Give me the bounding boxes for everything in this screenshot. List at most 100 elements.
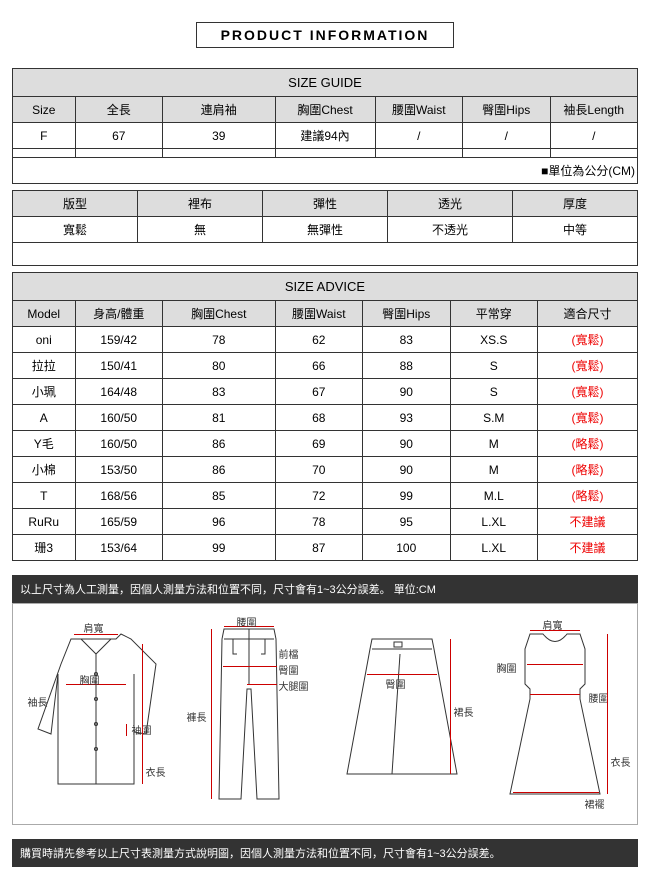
lbl-plength: 褲長	[187, 709, 207, 724]
cell: 83	[163, 379, 276, 405]
cell: 159/42	[75, 327, 163, 353]
lbl-thigh: 大腿圍	[279, 678, 309, 693]
cell	[163, 149, 276, 158]
lbl-dlength: 衣長	[611, 754, 631, 769]
shirt-diagram: 肩寬 胸圍 袖長 袖圍 衣長	[26, 614, 166, 814]
col-header: 連肩袖	[163, 97, 276, 123]
cell: S	[450, 379, 538, 405]
cell: 80	[163, 353, 276, 379]
cell: 88	[363, 353, 451, 379]
lbl-dshoulder: 肩寬	[543, 617, 563, 632]
col-header: 版型	[13, 191, 138, 217]
page-title-wrap: PRODUCT INFORMATION	[12, 12, 638, 68]
cell: F	[13, 123, 76, 149]
cell: 67	[275, 379, 363, 405]
cell: 珊3	[13, 535, 76, 561]
cell: 70	[275, 457, 363, 483]
cell: 85	[163, 483, 276, 509]
lbl-dwaist: 腰圍	[589, 690, 609, 705]
measurement-diagrams: 肩寬 胸圍 袖長 袖圍 衣長 腰圍 前檔 臀圍 大腿圍 褲長 臀圍 裙長 肩寬 …	[12, 603, 638, 825]
cell: (略鬆)	[538, 483, 638, 509]
cell: /	[375, 123, 463, 149]
props-table: 版型裡布彈性透光厚度 寬鬆無無彈性不透光中等	[12, 190, 638, 266]
skirt-diagram: 臀圍 裙長	[332, 614, 472, 814]
cell: 不建議	[538, 535, 638, 561]
size-guide-header: SIZE GUIDE	[13, 69, 638, 97]
cell: 87	[275, 535, 363, 561]
cell: 90	[363, 457, 451, 483]
cell: 建議94內	[275, 123, 375, 149]
lbl-chest: 胸圍	[80, 672, 100, 687]
cell: 81	[163, 405, 276, 431]
size-advice-header: SIZE ADVICE	[13, 273, 638, 301]
cell: 93	[363, 405, 451, 431]
lbl-ship: 臀圍	[386, 676, 406, 691]
cell: 中等	[513, 217, 638, 243]
cell: 153/50	[75, 457, 163, 483]
cell: M	[450, 431, 538, 457]
cell: (略鬆)	[538, 457, 638, 483]
cell: 69	[275, 431, 363, 457]
cell: M.L	[450, 483, 538, 509]
lbl-shoulder: 肩寬	[84, 620, 104, 635]
col-header: 腰圍Waist	[375, 97, 463, 123]
col-header: 全長	[75, 97, 163, 123]
cell: 96	[163, 509, 276, 535]
cell: 無	[138, 217, 263, 243]
cell: A	[13, 405, 76, 431]
cell: (寬鬆)	[538, 327, 638, 353]
col-header: 臀圍Hips	[463, 97, 551, 123]
cell: oni	[13, 327, 76, 353]
col-header: 袖長Length	[550, 97, 638, 123]
cell	[13, 149, 76, 158]
lbl-length: 衣長	[146, 764, 166, 779]
cell: 165/59	[75, 509, 163, 535]
cell: 99	[363, 483, 451, 509]
cell: (略鬆)	[538, 431, 638, 457]
cell: 90	[363, 431, 451, 457]
col-header: 臀圍Hips	[363, 301, 451, 327]
cell: (寬鬆)	[538, 379, 638, 405]
cell: 62	[275, 327, 363, 353]
cell	[463, 149, 551, 158]
col-header: 適合尺寸	[538, 301, 638, 327]
lbl-dhem: 裙襬	[585, 796, 605, 811]
dress-diagram: 肩寬 胸圍 腰圍 衣長 裙襬	[485, 614, 625, 814]
col-header: 胸圍Chest	[275, 97, 375, 123]
cell: 不透光	[388, 217, 513, 243]
cell: 66	[275, 353, 363, 379]
cell: 100	[363, 535, 451, 561]
cell: L.XL	[450, 535, 538, 561]
cell: 153/64	[75, 535, 163, 561]
cell: 無彈性	[263, 217, 388, 243]
cell	[375, 149, 463, 158]
col-header: 透光	[388, 191, 513, 217]
cell: 78	[163, 327, 276, 353]
note-bar-1: 以上尺寸為人工測量，因個人測量方法和位置不同，尺寸會有1~3公分誤差。 單位:C…	[12, 575, 638, 603]
cell	[75, 149, 163, 158]
col-header: 裡布	[138, 191, 263, 217]
cell: /	[550, 123, 638, 149]
cell: RuRu	[13, 509, 76, 535]
col-header: 身高/體重	[75, 301, 163, 327]
cell: 90	[363, 379, 451, 405]
cell	[550, 149, 638, 158]
cell: (寬鬆)	[538, 405, 638, 431]
cell: 160/50	[75, 405, 163, 431]
cell: T	[13, 483, 76, 509]
lbl-sleeve: 袖長	[28, 694, 48, 709]
page-title: PRODUCT INFORMATION	[196, 22, 455, 48]
cell: 寬鬆	[13, 217, 138, 243]
cell: 拉拉	[13, 353, 76, 379]
cell: 160/50	[75, 431, 163, 457]
lbl-front: 前檔	[279, 646, 299, 661]
pants-diagram: 腰圍 前檔 臀圍 大腿圍 褲長	[179, 614, 319, 814]
col-header: 彈性	[263, 191, 388, 217]
col-header: 厚度	[513, 191, 638, 217]
cell: /	[463, 123, 551, 149]
cell: 95	[363, 509, 451, 535]
cell: Y毛	[13, 431, 76, 457]
lbl-waist: 腰圍	[237, 614, 257, 629]
lbl-slength: 裙長	[454, 704, 474, 719]
cell: XS.S	[450, 327, 538, 353]
